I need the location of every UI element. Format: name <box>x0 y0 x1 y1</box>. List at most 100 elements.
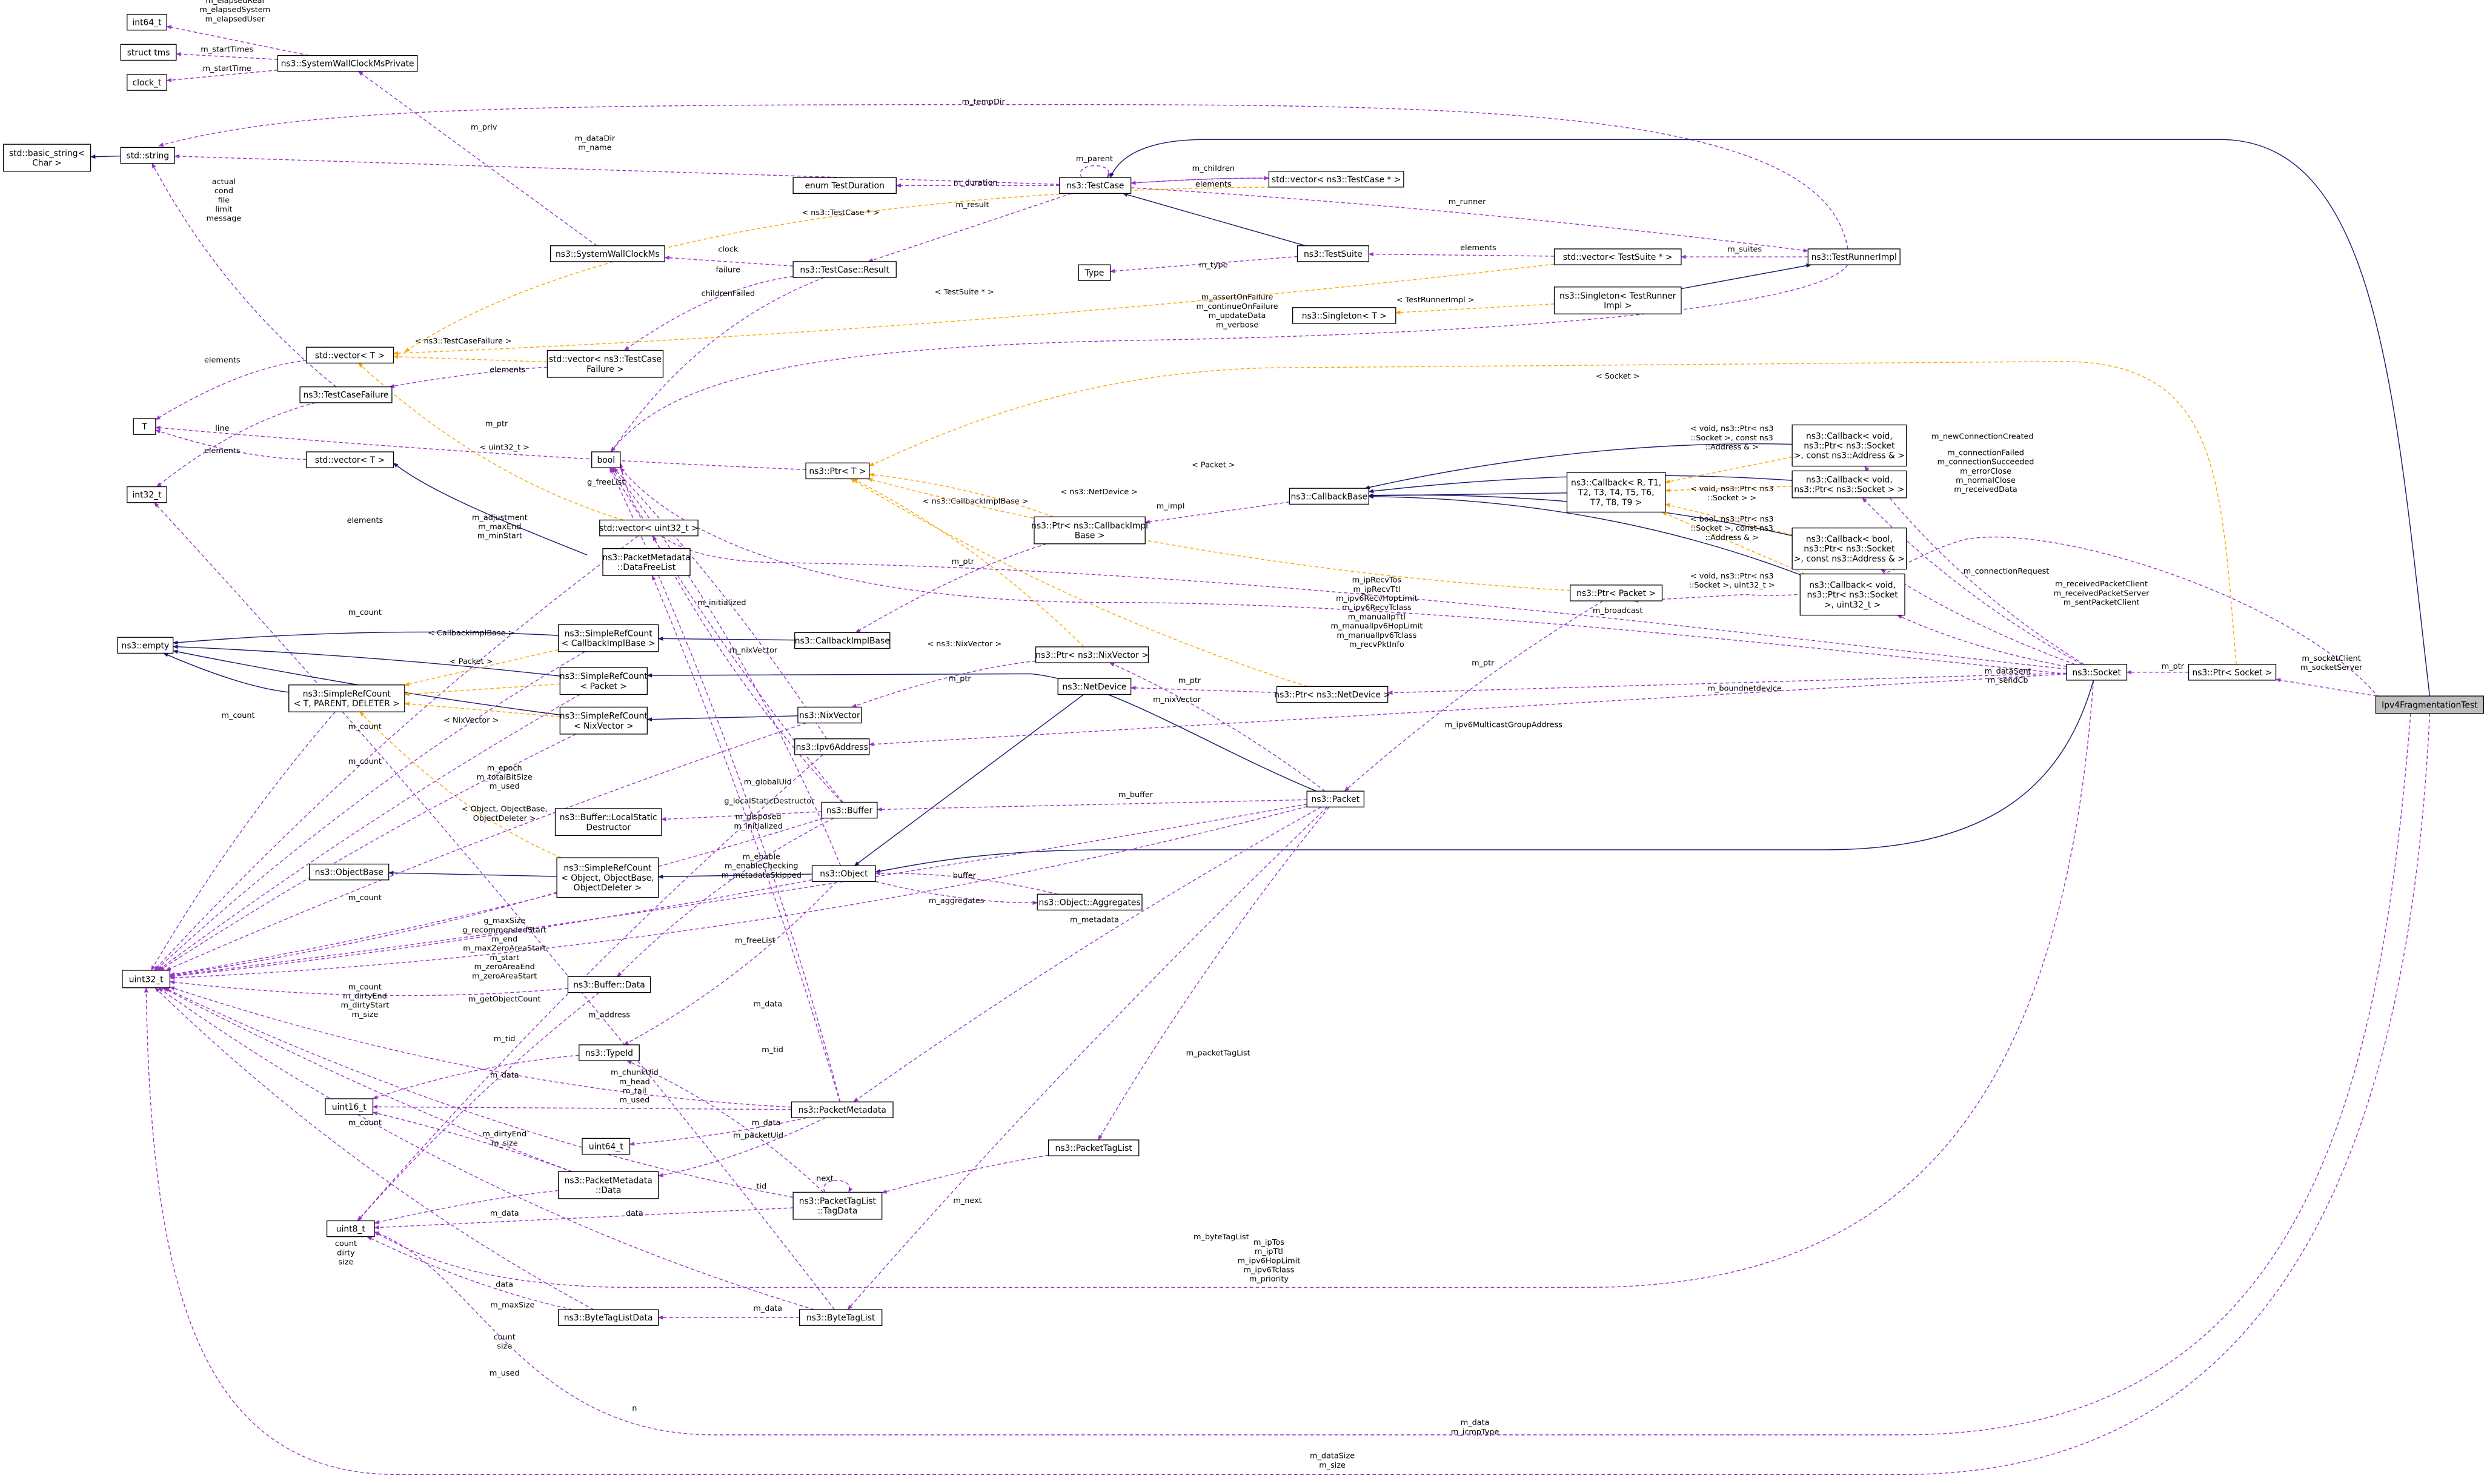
class-box <box>550 245 665 262</box>
class-node-singT[interactable]: ns3::Singleton< T > <box>1292 307 1396 324</box>
class-node-srcpkt[interactable]: ns3::SimpleRefCount< Packet > <box>559 667 648 695</box>
class-node-empty[interactable]: ns3::empty <box>117 637 174 654</box>
class-node-packet[interactable]: ns3::Packet <box>1306 790 1365 807</box>
class-box <box>599 519 699 537</box>
class-node-aggr[interactable]: ns3::Object::Aggregates <box>1037 893 1143 911</box>
class-node-srccbi[interactable]: ns3::SimpleRefCount< CallbackImplBase > <box>558 624 659 652</box>
class-node-result[interactable]: ns3::TestCase::Result <box>792 261 897 278</box>
class-node-typeid[interactable]: ns3::TypeId <box>579 1044 640 1061</box>
class-node-btld[interactable]: ns3::ByteTagListData <box>558 1309 659 1326</box>
class-node-cbbase[interactable]: ns3::CallbackBase <box>1289 488 1369 505</box>
class-node-cbR[interactable]: ns3::Callback< R, T1,T2, T3, T4, T5, T6,… <box>1566 472 1666 513</box>
edge-label: m_next <box>953 1196 981 1205</box>
class-node-cb1[interactable]: ns3::Callback< void,ns3::Ptr< ns3::Socke… <box>1791 424 1907 467</box>
edge-label-line: m_manualIpv6Tclass <box>1336 631 1416 640</box>
edge-line <box>847 806 1328 1310</box>
edge-label-line: m_elapsedReal <box>205 0 264 5</box>
edge-label: m_count <box>348 608 382 617</box>
edge-line <box>372 1111 572 1173</box>
class-node-object[interactable]: ns3::Object <box>811 865 876 882</box>
class-node-swcmp[interactable]: ns3::SystemWallClockMsPrivate <box>277 55 418 72</box>
class-node-netdev[interactable]: ns3::NetDevice <box>1057 678 1132 695</box>
class-node-swcm[interactable]: ns3::SystemWallClockMs <box>550 245 665 262</box>
class-node-bstring[interactable]: std::basic_string<Char > <box>2 144 91 172</box>
class-node-ptl[interactable]: ns3::PacketTagList <box>1048 1139 1140 1156</box>
edge-member-vtc-to-testcase <box>1130 177 1269 185</box>
class-node-runner[interactable]: ns3::TestRunnerImpl <box>1807 248 1901 265</box>
class-node-uint8[interactable]: uint8_t <box>326 1220 375 1237</box>
class-node-ptrpkt[interactable]: ns3::Ptr< Packet > <box>1570 585 1663 601</box>
class-node-srcnix[interactable]: ns3::SimpleRefCount< NixVector > <box>559 706 648 735</box>
class-node-nix[interactable]: ns3::NixVector <box>797 706 862 724</box>
class-node-ptrnix[interactable]: ns3::Ptr< ns3::NixVector > <box>1035 646 1149 663</box>
edge-label: m_ipv6MulticastGroupAddress <box>1445 721 1563 730</box>
class-node-tagdata[interactable]: ns3::PacketTagList::TagData <box>792 1191 883 1220</box>
class-node-ptrnd[interactable]: ns3::Ptr< ns3::NetDevice > <box>1274 686 1390 703</box>
class-node-vecT2[interactable]: std::vector< T > <box>305 451 394 468</box>
edge-label-line: m_runner <box>1449 197 1486 207</box>
class-node-vtc[interactable]: std::vector< ns3::TestCase * > <box>1268 171 1404 188</box>
class-node-srcT[interactable]: ns3::SimpleRefCount< T, PARENT, DELETER … <box>288 684 405 712</box>
edge-label-line: m_epoch <box>487 764 522 773</box>
edge-label-line: m_impl <box>1157 502 1185 511</box>
class-node-clock[interactable]: clock_t <box>127 74 167 91</box>
class-node-tms[interactable]: struct tms <box>120 44 177 61</box>
class-node-ipv6[interactable]: ns3::Ipv6Address <box>794 738 870 755</box>
class-node-vts[interactable]: std::vector< TestSuite * > <box>1553 248 1682 265</box>
edge-inherit-object-to-srcobj <box>657 873 812 879</box>
edge-label-line: g_recommendedStart <box>462 926 546 935</box>
class-node-ptrsock[interactable]: ns3::Ptr< Socket > <box>2188 664 2277 681</box>
class-node-bufdata[interactable]: ns3::Buffer::Data <box>567 976 651 993</box>
edge-line <box>646 673 1317 792</box>
class-node-vecT1[interactable]: std::vector< T > <box>305 346 394 364</box>
edge-line <box>1880 569 2076 665</box>
class-node-objbase[interactable]: ns3::ObjectBase <box>309 863 390 881</box>
class-node-btl[interactable]: ns3::ByteTagList <box>799 1309 883 1326</box>
class-node-bool[interactable]: bool <box>591 451 621 468</box>
class-node-vtcf[interactable]: std::vector< ns3::TestCaseFailure > <box>546 349 664 378</box>
class-node-cb2[interactable]: ns3::Callback< void,ns3::Ptr< ns3::Socke… <box>1791 470 1907 499</box>
edge-label: m_assertOnFailure m_continueOnFailure m_up… <box>1197 293 1278 330</box>
class-node-pmdata[interactable]: ns3::PacketMetadata::Data <box>558 1171 659 1199</box>
class-node-testcase[interactable]: ns3::TestCase <box>1059 177 1132 194</box>
class-node-pmeta[interactable]: ns3::PacketMetadata <box>791 1101 894 1119</box>
class-node-uint16[interactable]: uint16_t <box>325 1098 374 1115</box>
class-box <box>305 451 394 468</box>
class-name: ns3::Ptr< ns3::Socket <box>1807 591 1899 600</box>
class-node-cbimpl[interactable]: ns3::CallbackImplBase <box>794 632 891 649</box>
edge-member-pmdata-to-uint16 <box>372 1111 572 1173</box>
edge-label-line: m_tempDir <box>962 98 1006 107</box>
edge-member-tagdata-to-tagdata <box>823 1180 853 1193</box>
edge-line <box>388 870 557 877</box>
class-node-vu32[interactable]: std::vector< uint32_t > <box>599 519 699 537</box>
edge-line <box>403 683 560 697</box>
class-node-uint64[interactable]: uint64_t <box>582 1138 631 1155</box>
class-node-T[interactable]: T <box>133 418 156 435</box>
edge-template-ptrsock-to-ptrT <box>868 361 2237 664</box>
class-node-dfl[interactable]: ns3::PacketMetadata::DataFreeList <box>602 548 691 576</box>
class-name: ns3::Singleton< TestRunner <box>1559 291 1676 301</box>
edge-label-line: next <box>816 1174 833 1183</box>
class-node-type[interactable]: Type <box>1078 264 1111 281</box>
edge-label-line: m_zeroAreaStart <box>472 972 537 981</box>
class-node-root[interactable]: Ipv4FragmentationTest <box>2375 695 2485 714</box>
class-node-int64[interactable]: int64_t <box>127 13 167 31</box>
class-node-tcf[interactable]: ns3::TestCaseFailure <box>299 386 393 403</box>
class-node-cb3[interactable]: ns3::Callback< bool,ns3::Ptr< ns3::Socke… <box>1791 527 1907 570</box>
class-node-socket[interactable]: ns3::Socket <box>2066 664 2128 681</box>
class-node-ptrcbi[interactable]: ns3::Ptr< ns3::CallbackImplBase > <box>1031 516 1148 545</box>
edge-member-testcase-to-testcase <box>1080 165 1112 178</box>
class-node-srcobj[interactable]: ns3::SimpleRefCount< Object, ObjectBase,… <box>556 857 659 898</box>
class-node-duration[interactable]: enum TestDuration <box>792 177 897 194</box>
class-node-int32[interactable]: int32_t <box>127 486 167 503</box>
class-node-testsuite[interactable]: ns3::TestSuite <box>1297 245 1369 262</box>
class-node-string[interactable]: std::string <box>120 147 175 164</box>
class-node-uint32[interactable]: uint32_t <box>122 970 171 989</box>
class-node-singrun[interactable]: ns3::Singleton< TestRunnerImpl > <box>1553 287 1682 314</box>
class-node-ptrT[interactable]: ns3::Ptr< T > <box>805 462 870 480</box>
class-node-buffer[interactable]: ns3::Buffer <box>821 801 878 819</box>
edge-label: childrenFailed <box>702 290 755 299</box>
edge-label-line: m_newConnectionCreated <box>1931 432 2034 441</box>
class-node-cb4[interactable]: ns3::Callback< void,ns3::Ptr< ns3::Socke… <box>1799 573 1905 616</box>
